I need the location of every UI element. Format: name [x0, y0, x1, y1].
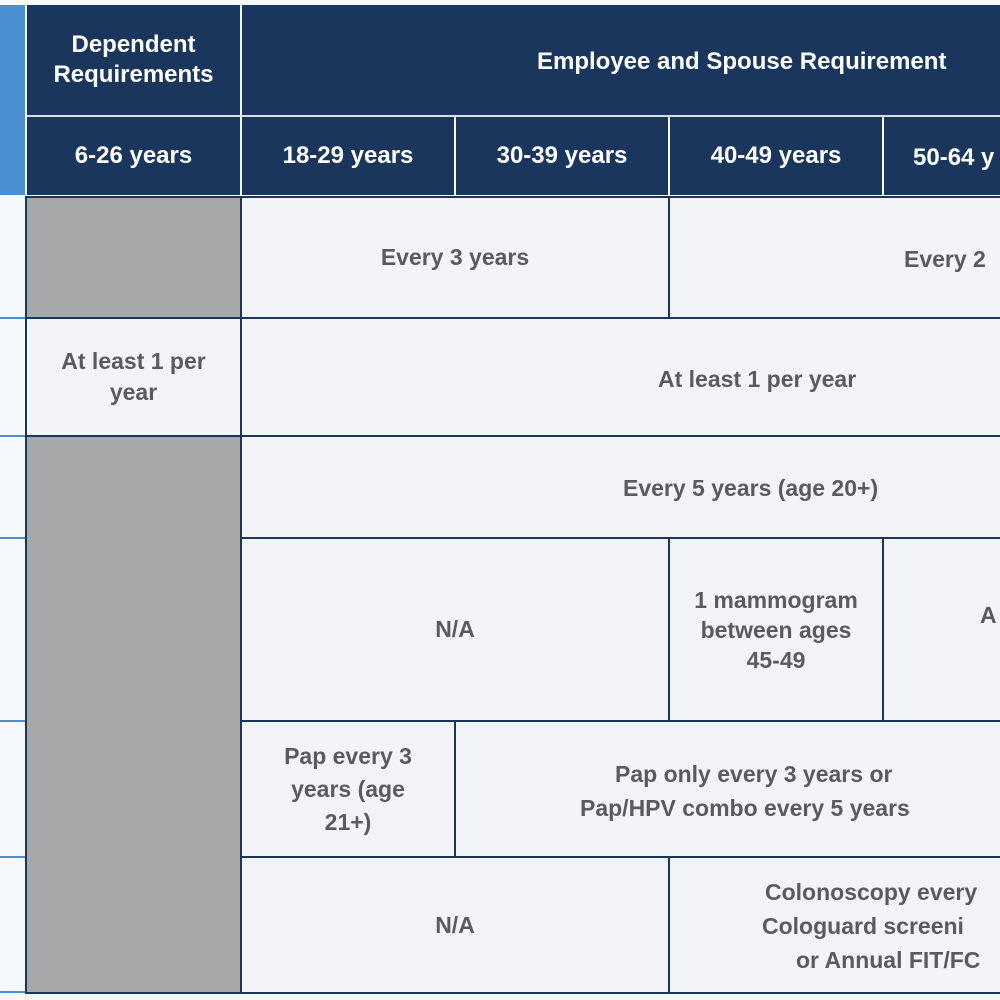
age-column-50-64-label: 50-64 y — [913, 144, 995, 171]
row2-employee — [240, 317, 1000, 437]
row1-employee-a: Every 3 years — [240, 196, 670, 319]
row6-employee-b — [668, 856, 1000, 994]
row-divider — [0, 856, 27, 858]
row-divider — [0, 720, 27, 722]
age-column-40-49: 40-49 years — [670, 117, 882, 195]
dependent-requirements-header: Dependent Requirements — [27, 5, 240, 115]
row6-employee-b-line2: Cologuard screeni — [762, 913, 964, 939]
row4-employee-a: N/A — [240, 537, 670, 722]
age-column-18-29: 18-29 years — [242, 117, 454, 195]
row5-employee-b-line2: Pap/HPV combo every 5 years — [580, 795, 910, 821]
header-divider — [27, 115, 1000, 117]
row5-employee-b — [454, 720, 1000, 858]
not-applicable-cell — [25, 196, 242, 319]
row6-employee-a: N/A — [240, 856, 670, 994]
employee-spouse-header — [242, 5, 1000, 115]
age-column-50-64 — [884, 117, 1000, 195]
row-divider — [0, 435, 27, 437]
row-divider — [0, 537, 27, 539]
employee-spouse-header-label: Employee and Spouse Requirement — [537, 48, 947, 75]
row6-employee-b-line1: Colonoscopy every — [765, 879, 978, 905]
row2-employee-label: At least 1 per year — [658, 366, 857, 392]
row2-dependent: At least 1 per year — [25, 317, 242, 437]
accent-strip — [0, 5, 25, 195]
row4-employee-c-label: A — [980, 602, 997, 628]
row6-employee-b-line3: or Annual FIT/FC — [796, 947, 981, 973]
age-column-30-39: 30-39 years — [456, 117, 668, 195]
row4-employee-b: 1 mammogram between ages 45-49 — [668, 537, 884, 722]
row3-employee — [240, 435, 1000, 539]
row1-employee-b-label: Every 2 — [904, 246, 986, 272]
age-column-6-26: 6-26 years — [27, 117, 240, 195]
row3-employee-label: Every 5 years (age 20+) — [623, 475, 879, 501]
row-divider — [0, 991, 27, 993]
row5-employee-a: Pap every 3 years (age 21+) — [240, 720, 456, 858]
not-applicable-cell — [25, 435, 242, 994]
row5-employee-b-line1: Pap only every 3 years or — [615, 761, 893, 787]
row-divider — [0, 317, 27, 319]
